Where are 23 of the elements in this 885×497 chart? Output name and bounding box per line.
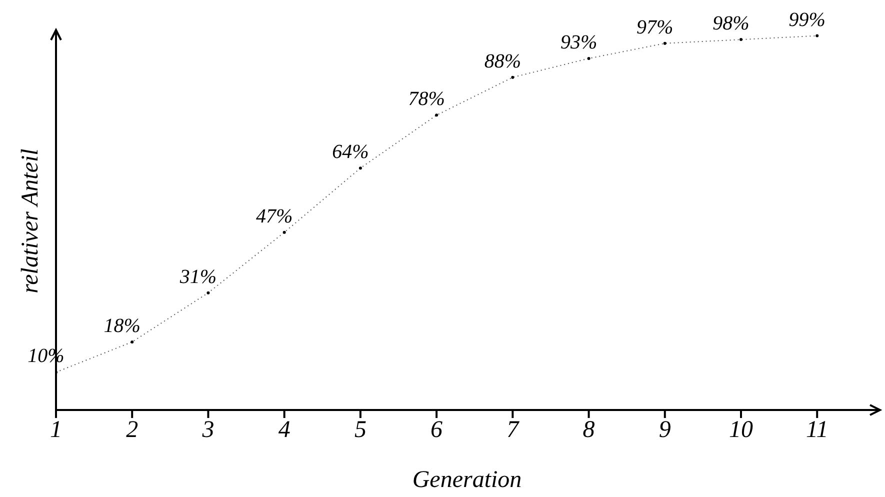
x-axis-title: Generation bbox=[412, 467, 522, 494]
data-label: 93% bbox=[560, 31, 598, 54]
data-label: 97% bbox=[636, 16, 674, 38]
x-tick-label: 4 bbox=[278, 417, 290, 444]
data-label: 99% bbox=[788, 8, 826, 31]
x-tick-label: 1 bbox=[50, 417, 62, 444]
x-tick-label: 7 bbox=[506, 417, 520, 444]
y-axis-title: relativer Anteil bbox=[18, 148, 44, 294]
x-tick-label: 5 bbox=[354, 417, 366, 444]
data-label: 64% bbox=[332, 141, 369, 164]
x-tick-label: 6 bbox=[430, 417, 443, 444]
data-label: 47% bbox=[256, 205, 293, 228]
x-tick-label: 9 bbox=[658, 417, 671, 444]
data-label: 98% bbox=[712, 12, 750, 35]
x-tick-label: 3 bbox=[201, 417, 214, 444]
data-label: 31% bbox=[178, 266, 217, 288]
x-tick-label: 11 bbox=[806, 417, 828, 444]
data-label: 18% bbox=[104, 314, 140, 337]
data-label: 78% bbox=[408, 88, 445, 110]
data-label: 88% bbox=[484, 50, 522, 72]
x-tick-label: 10 bbox=[729, 417, 753, 444]
x-tick-label: 8 bbox=[582, 417, 595, 444]
x-tick-label: 2 bbox=[126, 417, 138, 444]
